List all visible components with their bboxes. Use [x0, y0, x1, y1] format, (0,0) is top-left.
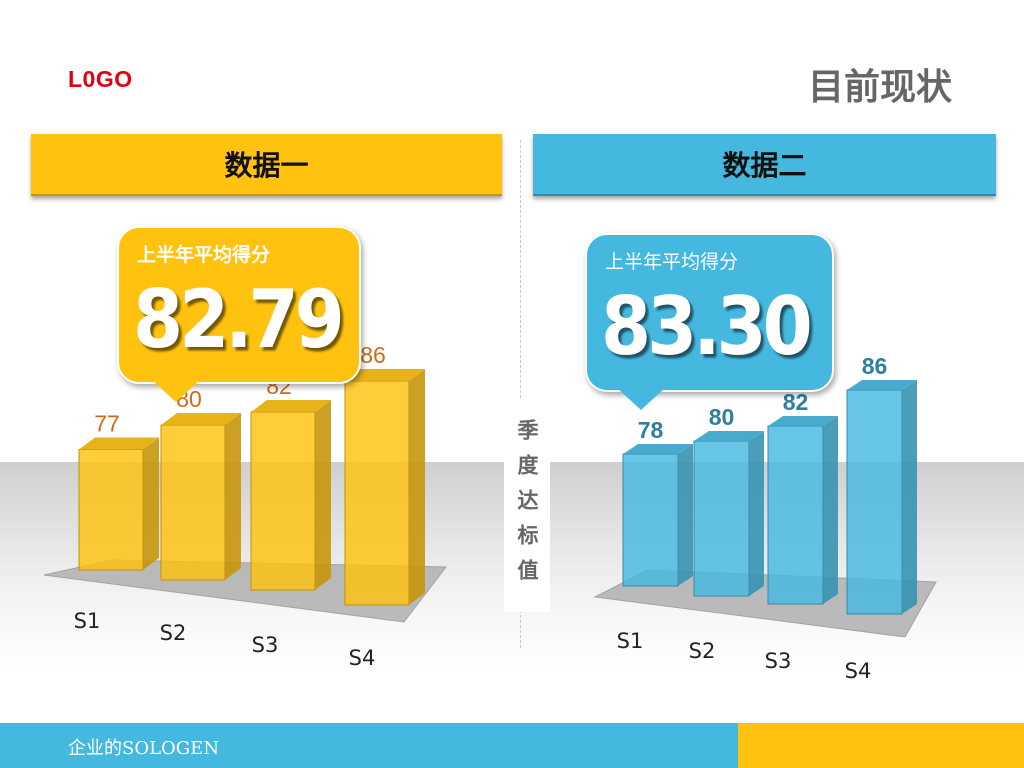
bar-side — [678, 444, 693, 586]
bar-top — [251, 400, 331, 412]
callout-pointer — [152, 380, 200, 402]
bar-front — [846, 389, 903, 615]
bar-top — [694, 431, 764, 441]
bar-side — [315, 400, 331, 590]
bar-top — [161, 413, 241, 425]
category-label: S2 — [689, 639, 716, 663]
bar-side — [143, 437, 159, 570]
callout-data-2: 上半年平均得分 83.30 — [585, 233, 834, 392]
bar-front — [622, 453, 679, 587]
bar-front — [250, 411, 316, 591]
bar-front — [160, 424, 226, 581]
bar-front — [78, 449, 144, 571]
panel-header-data-2: 数据二 — [533, 134, 996, 196]
bar-value-label: 80 — [709, 404, 735, 430]
callout-title: 上半年平均得分 — [605, 251, 739, 273]
category-label: S1 — [74, 609, 101, 633]
callout-title: 上半年平均得分 — [137, 244, 271, 266]
panel-divider — [520, 140, 521, 648]
bar-top — [623, 444, 693, 454]
bar-value-label: 77 — [94, 411, 120, 437]
side-label: 季度达标值 — [515, 418, 539, 594]
bar-top — [847, 380, 917, 390]
callout-pointer — [617, 388, 665, 410]
logo: L0GO — [68, 66, 133, 92]
category-label: S4 — [845, 659, 872, 683]
bar-top — [79, 437, 159, 450]
panel-header-data-1: 数据一 — [31, 134, 502, 196]
bar-top — [345, 369, 425, 381]
footer-text: 企业的SOLOGEN — [68, 738, 220, 759]
bar-value-label: 78 — [638, 417, 664, 443]
footer-bar-yellow — [738, 723, 1024, 768]
side-label-box: 季度达标值 — [504, 400, 550, 612]
bar-side — [902, 380, 917, 614]
category-label: S1 — [617, 629, 644, 653]
callout-value: 83.30 — [601, 279, 813, 374]
category-label: S3 — [765, 649, 792, 673]
callout-value: 82.79 — [133, 272, 345, 367]
callout-data-1: 上半年平均得分 82.79 — [117, 226, 361, 384]
bar-side — [749, 431, 764, 596]
bar-side — [225, 413, 241, 580]
bar-side — [823, 416, 838, 604]
category-label: S3 — [252, 633, 279, 657]
bar-value-label: 86 — [360, 342, 386, 368]
category-label: S2 — [160, 621, 187, 645]
category-label: S4 — [349, 646, 376, 670]
bar-front — [767, 425, 824, 605]
bar-value-label: 82 — [783, 389, 809, 415]
page-title: 目前现状 — [807, 67, 952, 108]
bar-top — [768, 416, 838, 426]
bar-front — [693, 440, 750, 597]
bar-side — [409, 369, 425, 605]
footer-bar-blue — [0, 723, 738, 768]
bar-front — [344, 380, 410, 606]
bar-value-label: 86 — [862, 353, 888, 379]
